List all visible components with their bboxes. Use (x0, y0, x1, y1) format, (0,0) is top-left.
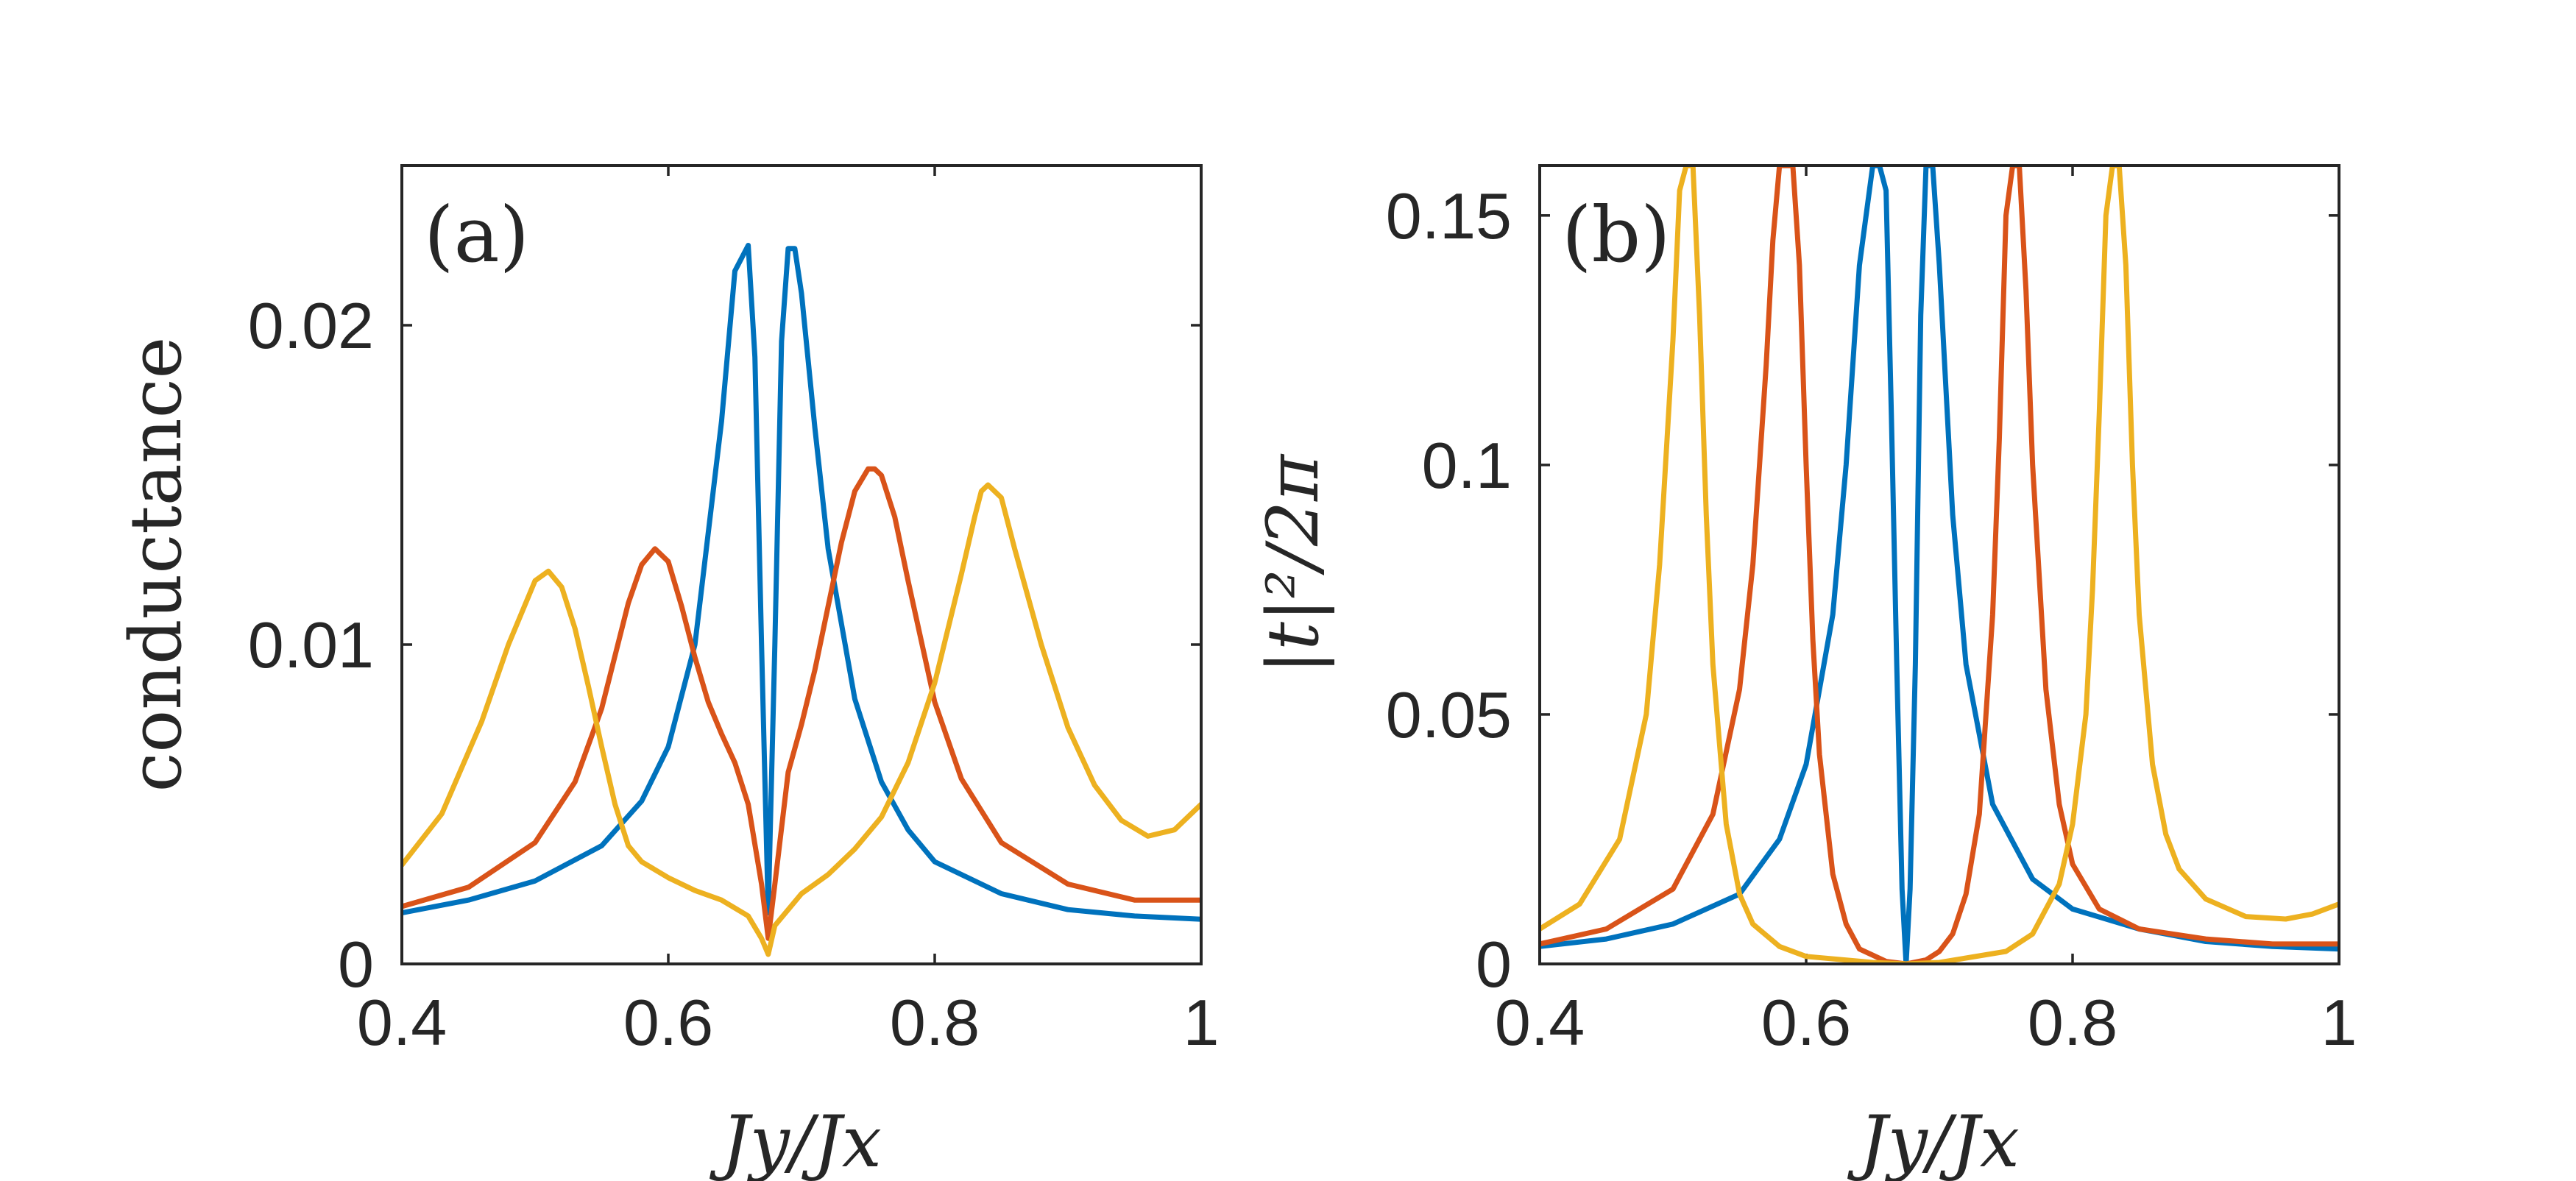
panel-a-series-blue (402, 243, 1201, 922)
panel-a-x-axis-title: Jy/Jx (709, 1101, 882, 1181)
panel-a-label: (a) (424, 190, 529, 280)
panel-a-tick-labels: 0.4 0.6 0.8 1 0 0.01 0.02 (248, 289, 1220, 1059)
panel-b-x-tick-label: 0.4 (1495, 986, 1585, 1059)
panel-a-series-yellow (402, 482, 1201, 957)
panel-a-x-tick-label: 1 (1183, 986, 1220, 1059)
panel-a-series (402, 243, 1201, 957)
panel-b-frame (1538, 164, 2340, 965)
panel-b-x-tick-label: 0.6 (1761, 986, 1851, 1059)
panel-a-series-orange (402, 466, 1201, 941)
panel-a-y-tick-label: 0.01 (248, 609, 374, 681)
panel-b-series-yellow (1540, 166, 2339, 964)
panel-b-label: (b) (1562, 190, 1671, 280)
panel-b-x-tick-label: 1 (2321, 986, 2357, 1059)
panel-a-x-tick-label: 0.6 (623, 986, 713, 1059)
panel-a-frame (400, 164, 1203, 965)
panel-a: 0.4 0.6 0.8 1 0 0.01 0.02 (a) Jy/Jx conductanc… (115, 164, 1220, 1181)
panel-b-y-tick-label: 0.15 (1386, 180, 1512, 252)
panel-b-y-tick-label: 0.05 (1386, 678, 1512, 751)
panel-b-x-tick-label: 0.8 (2028, 986, 2117, 1059)
panel-b-tick-labels: 0.4 0.6 0.8 1 0 0.05 0.1 0.15 (1386, 180, 2357, 1059)
panel-a-y-tick-label: 0 (338, 928, 374, 1001)
panel-b-series (1540, 166, 2339, 964)
panel-a-y-axis-title: conductance (115, 337, 197, 792)
panel-a-y-tick-label: 0.02 (248, 289, 374, 362)
panel-b-y-tick-label: 0 (1476, 928, 1512, 1001)
panel-a-x-tick-label: 0.8 (890, 986, 980, 1059)
panel-b-series-blue (1540, 166, 2339, 964)
panel-a-x-tick-label: 0.4 (357, 986, 447, 1059)
panel-b: 0.4 0.6 0.8 1 0 0.05 0.1 0.15 (b) Jy/Jx |t|²/2π (1252, 164, 2357, 1181)
panel-b-y-axis-title: |t|²/2π (1252, 453, 1334, 674)
panel-b-y-tick-label: 0.1 (1422, 429, 1512, 502)
panel-b-x-axis-title: Jy/Jx (1847, 1101, 2020, 1181)
